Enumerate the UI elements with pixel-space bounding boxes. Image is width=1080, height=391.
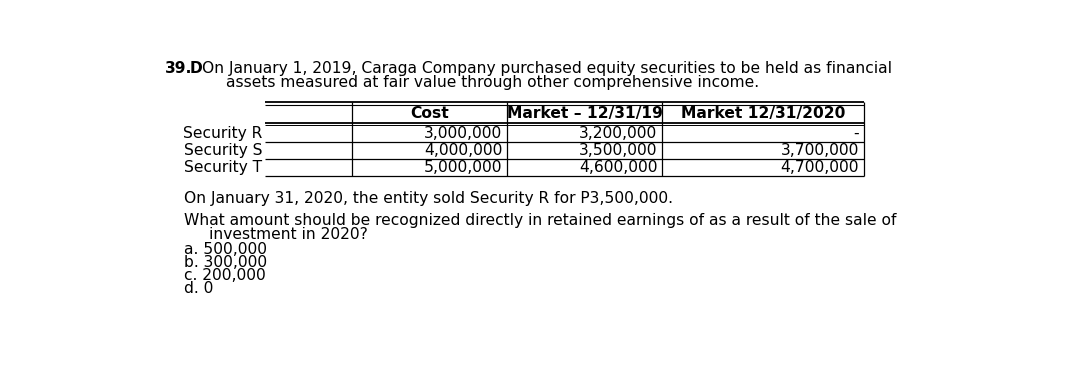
Text: a. 500,000: a. 500,000 [184, 242, 267, 257]
Text: 3,500,000: 3,500,000 [579, 143, 658, 158]
Text: What amount should be recognized directly in retained earnings of as a result of: What amount should be recognized directl… [184, 213, 896, 228]
Text: Market – 12/31/19: Market – 12/31/19 [507, 106, 662, 122]
Text: 5,000,000: 5,000,000 [423, 160, 502, 175]
Text: c. 200,000: c. 200,000 [184, 268, 266, 283]
Text: On January 31, 2020, the entity sold Security R for P3,500,000.: On January 31, 2020, the entity sold Sec… [184, 191, 673, 206]
Text: 4,000,000: 4,000,000 [424, 143, 502, 158]
Text: Security S: Security S [184, 143, 262, 158]
Text: d. 0: d. 0 [184, 282, 213, 296]
Text: Market 12/31/2020: Market 12/31/2020 [680, 106, 845, 122]
Text: On January 1, 2019, Caraga Company purchased equity securities to be held as fin: On January 1, 2019, Caraga Company purch… [202, 61, 892, 76]
Text: 39.: 39. [164, 61, 192, 76]
Text: assets measured at fair value through other comprehensive income.: assets measured at fair value through ot… [227, 75, 759, 90]
Text: 4,600,000: 4,600,000 [579, 160, 658, 175]
Text: 4,700,000: 4,700,000 [781, 160, 859, 175]
Text: 3,200,000: 3,200,000 [579, 126, 658, 141]
Text: Security R: Security R [183, 126, 262, 141]
Text: b. 300,000: b. 300,000 [184, 255, 267, 270]
Text: -: - [853, 126, 859, 141]
Text: Cost: Cost [410, 106, 449, 122]
Text: investment in 2020?: investment in 2020? [208, 227, 367, 242]
Text: 3,700,000: 3,700,000 [781, 143, 859, 158]
Text: Security T: Security T [184, 160, 262, 175]
Text: D: D [189, 61, 202, 76]
Text: 3,000,000: 3,000,000 [424, 126, 502, 141]
